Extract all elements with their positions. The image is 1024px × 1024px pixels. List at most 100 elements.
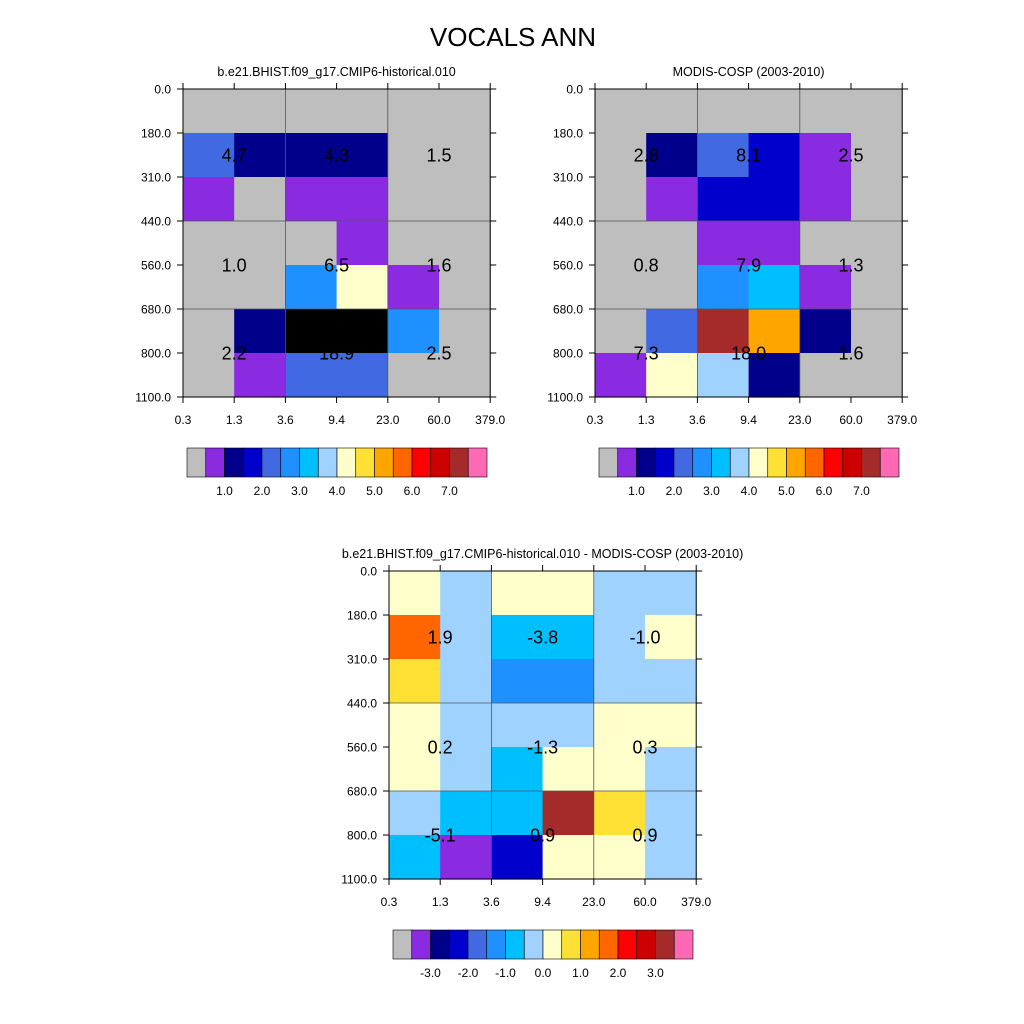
panel-diff-ytick-label: 680.0 bbox=[347, 785, 377, 799]
panel-obs-cell bbox=[851, 177, 903, 222]
panel-obs-colorbar-swatch bbox=[692, 447, 712, 478]
panel-obs-cell bbox=[595, 265, 647, 310]
panel-diff-ytick-label: 310.0 bbox=[347, 653, 377, 667]
panel-model-colorbar-swatch bbox=[205, 447, 225, 478]
panel-model-xtick-label: 9.4 bbox=[328, 413, 345, 427]
panel-obs-colorbar-swatch bbox=[842, 447, 862, 478]
panel-obs-cell bbox=[799, 177, 852, 222]
panel-diff-colorbar-swatch bbox=[561, 929, 581, 960]
panel-obs-colorbar-swatch bbox=[598, 447, 619, 478]
panel-diff: b.e21.BHIST.f09_g17.CMIP6-historical.010… bbox=[341, 547, 743, 980]
panel-diff-colorbar-swatch bbox=[542, 929, 563, 960]
panel-model-colorbar-swatch bbox=[280, 447, 300, 478]
panel-diff-ytick-label: 440.0 bbox=[347, 697, 377, 711]
panel-diff-cell bbox=[542, 791, 595, 836]
panel-diff-cell bbox=[389, 571, 441, 616]
panel-model-title: b.e21.BHIST.f09_g17.CMIP6-historical.010 bbox=[217, 65, 455, 79]
panel-obs-cell bbox=[748, 177, 801, 222]
panel-diff-colorbar-swatch bbox=[580, 929, 600, 960]
panel-diff-cell bbox=[440, 571, 492, 616]
panel-model-cell bbox=[387, 221, 440, 266]
panel-model-cell bbox=[285, 309, 338, 354]
panel-diff-colorbar-label: -2.0 bbox=[458, 966, 479, 980]
panel-diff-title: b.e21.BHIST.f09_g17.CMIP6-historical.010… bbox=[342, 547, 743, 561]
panel-obs-cell bbox=[748, 89, 801, 134]
panel-model-ytick-label: 1100.0 bbox=[135, 391, 171, 405]
panel-model-cell bbox=[439, 89, 491, 134]
panel-obs-block-value: 8.1 bbox=[736, 146, 761, 166]
panel-diff-cell bbox=[645, 835, 697, 880]
panel-diff-xtick-label: 379.0 bbox=[681, 895, 711, 909]
panel-model-cell bbox=[285, 353, 338, 398]
panel-obs-cell bbox=[799, 265, 852, 310]
panel-diff-cell bbox=[645, 615, 697, 660]
panel-model-xtick-label: 60.0 bbox=[427, 413, 451, 427]
panel-obs-cell bbox=[851, 353, 903, 398]
panel-model-cell bbox=[387, 353, 440, 398]
panel-diff-colorbar-label: -3.0 bbox=[420, 966, 441, 980]
panel-diff-colorbar: -3.0 -2.0 -1.0 0.0 1.0 2.0 3.0 bbox=[392, 929, 694, 980]
panel-diff-cell bbox=[440, 747, 492, 792]
panel-obs-block-value: 7.9 bbox=[736, 256, 761, 276]
panel-diff-cell bbox=[542, 571, 595, 616]
panel-obs-colorbar-swatch bbox=[711, 447, 731, 478]
panel-diff-block-value: 0.2 bbox=[428, 738, 453, 758]
panel-obs-colorbar-label: 2.0 bbox=[666, 484, 683, 498]
panel-obs-cell bbox=[646, 221, 698, 266]
panel-obs-colorbar-swatch bbox=[804, 447, 825, 478]
panel-obs-cell bbox=[646, 89, 698, 134]
panel-model-colorbar-swatch bbox=[299, 447, 319, 478]
panel-obs-block-value: 0.8 bbox=[634, 256, 659, 276]
panel-obs-cell bbox=[697, 265, 750, 310]
panel-obs-cell bbox=[646, 353, 698, 398]
panel-obs-cell bbox=[646, 265, 698, 310]
panel-diff-colorbar-label: 1.0 bbox=[572, 966, 589, 980]
panel-model-cell bbox=[285, 177, 338, 222]
panel-diff-xtick-label: 1.3 bbox=[432, 895, 449, 909]
panel-model-cell bbox=[387, 89, 440, 134]
panel-diff-ytick-label: 560.0 bbox=[347, 741, 377, 755]
panel-model-cell bbox=[183, 265, 235, 310]
panel-diff-colorbar-label: -1.0 bbox=[495, 966, 516, 980]
panel-diff-ytick-label: 0.0 bbox=[360, 565, 377, 579]
panel-diff-cell bbox=[593, 747, 646, 792]
panel-obs-block-value: 7.3 bbox=[634, 344, 659, 364]
panel-model-ytick-label: 680.0 bbox=[141, 303, 171, 317]
panel-model-ytick-label: 440.0 bbox=[141, 215, 171, 229]
panel-model-cell bbox=[234, 177, 286, 222]
panel-obs-xtick-label: 3.6 bbox=[689, 413, 706, 427]
panel-model-cell bbox=[183, 221, 235, 266]
panel-diff-ytick-label: 1100.0 bbox=[341, 873, 377, 887]
panel-model-block-value: 4.3 bbox=[324, 146, 349, 166]
panel-diff-colorbar-swatch bbox=[523, 929, 544, 960]
panel-diff-cell bbox=[440, 703, 492, 748]
panel-model-colorbar-swatch bbox=[317, 447, 338, 478]
panel-diff-cell bbox=[440, 835, 492, 880]
panel-obs-xtick-label: 23.0 bbox=[788, 413, 812, 427]
panel-model-colorbar: 1.0 2.0 3.0 4.0 5.0 6.0 7.0 bbox=[186, 447, 488, 498]
panel-obs-cell bbox=[646, 309, 698, 354]
panel-model-cell bbox=[234, 353, 286, 398]
panel-obs-colorbar-swatch bbox=[767, 447, 787, 478]
panel-model-ytick-label: 560.0 bbox=[141, 259, 171, 273]
panel-obs-ytick-label: 800.0 bbox=[553, 347, 583, 361]
panel-diff-cell bbox=[440, 791, 492, 836]
panel-model-ytick-label: 180.0 bbox=[141, 127, 171, 141]
panel-model-colorbar-swatch bbox=[467, 447, 488, 478]
panel-diff-colorbar-label: 3.0 bbox=[647, 966, 664, 980]
panel-obs-cell bbox=[697, 309, 750, 354]
panel-diff-ytick-label: 180.0 bbox=[347, 609, 377, 623]
panel-model-block-value: 4.7 bbox=[222, 146, 247, 166]
panel-obs-cell bbox=[595, 309, 647, 354]
panel-obs-colorbar-label: 7.0 bbox=[853, 484, 870, 498]
panel-model-block-value: 6.5 bbox=[324, 256, 349, 276]
panel-model-cell bbox=[439, 309, 491, 354]
panel-obs-ytick-label: 440.0 bbox=[553, 215, 583, 229]
panel-diff-xtick-label: 23.0 bbox=[582, 895, 606, 909]
panel-obs-cell bbox=[595, 89, 647, 134]
panel-obs-cell bbox=[697, 133, 750, 178]
panel-model-cell bbox=[439, 353, 491, 398]
panel-diff-block-value: -1.3 bbox=[527, 738, 558, 758]
panel-diff-cell bbox=[491, 571, 544, 616]
